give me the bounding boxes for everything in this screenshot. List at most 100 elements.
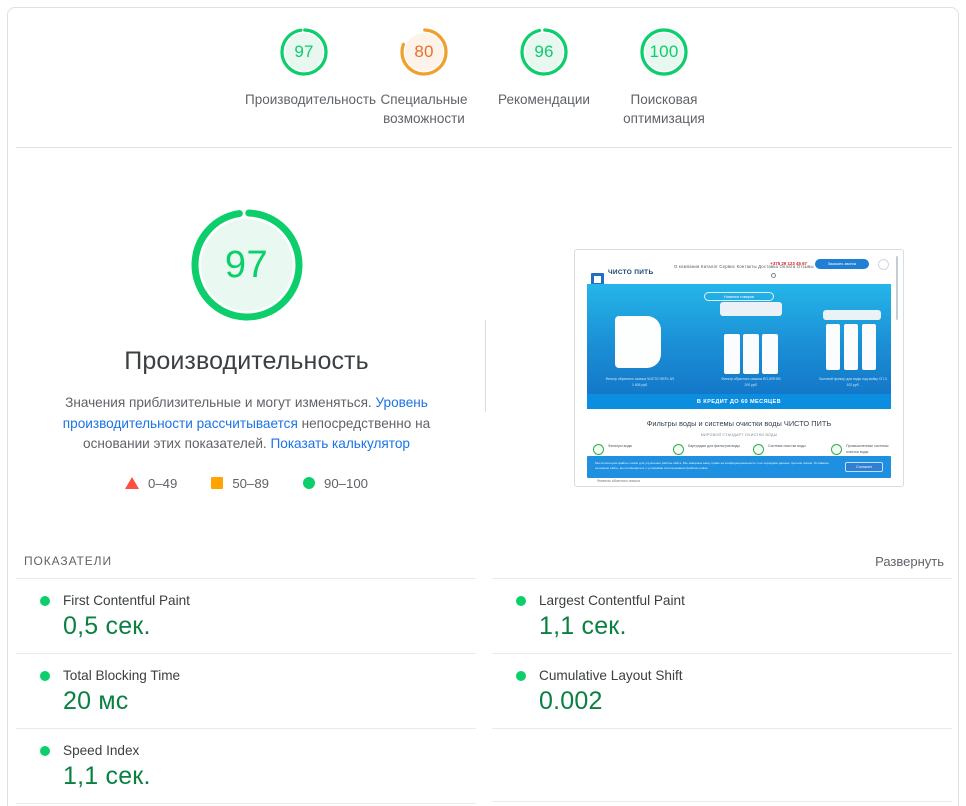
metric-name: Speed Index [63, 743, 140, 758]
thumb-cookie-accept-button: Согласен [845, 462, 883, 472]
thumb-subheading: МИРОВОЙ СТАНДАРТ ОЧИСТКИ ВОДЫ [700, 433, 778, 437]
triangle-icon [124, 477, 139, 489]
industrial-system-icon [831, 444, 842, 455]
metric-value: 0.002 [539, 687, 603, 715]
screenshot-column: ЧИСТО ПИТЬ МИРОВОЙ СТАНДАРТ О компании К… [485, 148, 960, 544]
brand-logo-icon [591, 272, 604, 286]
category-performance[interactable]: 97 Производительность [244, 26, 377, 109]
metrics-section-title: ПОКАЗАТЕЛИ [24, 554, 112, 568]
best-practices-mini-score: 96 [534, 42, 554, 61]
best-practices-mini-gauge: 96 [518, 26, 570, 78]
metric-name: Largest Contentful Paint [539, 593, 685, 608]
purification-system-icon [753, 444, 764, 455]
report-card: 97 Производительность 80 Специальные воз… [7, 7, 959, 806]
seo-mini-label: Поисковая оптимизация [623, 92, 705, 126]
description-part-2: непосредственно на основании этих показа… [83, 415, 431, 452]
performance-gauge: 97 [187, 205, 307, 325]
metric-row[interactable]: First Contentful Paint 0,5 сек. [16, 578, 476, 653]
water-filter-icon [593, 444, 604, 455]
performance-description: Значения приблизительные и могут изменят… [47, 393, 447, 455]
thumb-product-3 [823, 310, 881, 370]
category-best-practices[interactable]: 96 Рекомендации [484, 26, 604, 109]
page-screenshot-thumbnail[interactable]: ЧИСТО ПИТЬ МИРОВОЙ СТАНДАРТ О компании К… [574, 249, 904, 487]
legend-item-average: 50–89 [211, 476, 269, 491]
thumb-feature-2: Картриджи для фильтров воды [673, 444, 743, 455]
metrics-column-right: Largest Contentful Paint 1,1 сек. Cumula… [492, 578, 952, 804]
description-part-1: Значения приблизительные и могут изменят… [65, 395, 376, 410]
metric-row[interactable]: Cumulative Layout Shift 0.002 [492, 653, 952, 728]
metrics-empty-slot [492, 728, 952, 801]
status-dot-icon [40, 595, 50, 606]
thumbnail-inner: ЧИСТО ПИТЬ МИРОВОЙ СТАНДАРТ О компании К… [579, 254, 899, 482]
metric-name: Cumulative Layout Shift [539, 668, 683, 683]
category-seo[interactable]: 100 Поисковая оптимизация [604, 26, 724, 128]
thumb-product-1 [615, 316, 661, 368]
category-summary-strip: 97 Производительность 80 Специальные воз… [8, 8, 960, 146]
best-practices-mini-label: Рекомендации [498, 92, 590, 107]
thumb-logo-text: ЧИСТО ПИТЬ [608, 269, 654, 276]
seo-mini-score: 100 [649, 42, 679, 61]
legend-item-poor: 0–49 [124, 476, 177, 491]
hero-section: 97 Производительность Значения приблизит… [8, 148, 960, 544]
thumb-heading: Фильтры воды и системы очистки воды ЧИСТ… [646, 419, 832, 428]
metric-row[interactable]: Total Blocking Time 20 мс [16, 653, 476, 728]
square-icon [211, 477, 224, 489]
status-dot-icon [516, 595, 526, 606]
metrics-grid: First Contentful Paint 0,5 сек. Total Bl… [8, 578, 960, 804]
status-dot-icon [516, 670, 526, 681]
hero-vertical-divider [485, 320, 486, 412]
thumb-nav: О компании Каталог Сервис Контакты Доста… [674, 264, 814, 269]
page-title: Производительность [124, 347, 369, 375]
thumb-credit-banner: В КРЕДИТ ДО 60 МЕСЯЦЕВ [587, 394, 891, 409]
thumb-feature-1: Фильтры воды [593, 444, 663, 455]
expand-metrics-button[interactable]: Развернуть [875, 553, 944, 569]
thumb-site-header: ЧИСТО ПИТЬ МИРОВОЙ СТАНДАРТ О компании К… [579, 254, 899, 293]
thumb-phone: +375 29 123 45 67 [770, 261, 807, 266]
thumb-price-3: Бытовой фильтр для воды под мойку СП-3 10… [819, 377, 887, 387]
metric-name: First Contentful Paint [63, 593, 190, 608]
thumb-feature-3: Система очистки воды [753, 444, 823, 455]
score-legend: 0–49 50–89 90–100 [124, 476, 368, 491]
legend-range-average: 50–89 [232, 475, 269, 491]
metrics-section: ПОКАЗАТЕЛИ Развернуть First Contentful P… [8, 544, 960, 804]
metric-row[interactable]: Largest Contentful Paint 1,1 сек. [492, 578, 952, 653]
thumb-account-icon [878, 259, 889, 270]
performance-mini-gauge: 97 [278, 26, 330, 78]
thumb-feature-4: Промышленные системы очистки воды [831, 444, 899, 455]
performance-gauge-column: 97 Производительность Значения приблизит… [8, 148, 485, 544]
thumb-cookie-banner: Мы используем файлы cookie для улучшения… [587, 456, 891, 478]
legend-range-good: 90–100 [324, 475, 369, 491]
thumb-price-2: Фильтр обратного осмоса RO-5/ПН50 200 руб… [721, 377, 781, 387]
metrics-header: ПОКАЗАТЕЛИ Развернуть [8, 544, 960, 578]
show-calculator-link[interactable]: Показать калькулятор [270, 436, 410, 451]
circle-icon [303, 477, 315, 489]
metric-value: 1,1 сек. [63, 762, 151, 790]
thumb-callback-button: Заказать звонок [815, 259, 869, 269]
status-dot-icon [40, 745, 50, 756]
cartridge-icon [673, 444, 684, 455]
metric-row[interactable]: Speed Index 1,1 сек. [16, 728, 476, 803]
metric-value: 20 мс [63, 687, 129, 715]
metrics-bottom-rule [16, 803, 476, 804]
performance-calc-link[interactable]: Уровень производительности рассчитываетс… [62, 395, 428, 431]
performance-mini-score: 97 [294, 42, 314, 61]
metric-value: 1,1 сек. [539, 612, 627, 640]
search-icon [771, 273, 776, 278]
thumb-price-1: Фильтр обратного осмоса ЧИСТО ПИТЬ 5/1 1 … [605, 377, 675, 387]
thumb-scrollbar [896, 256, 898, 320]
metric-name: Total Blocking Time [63, 668, 181, 683]
legend-item-good: 90–100 [303, 476, 368, 491]
performance-mini-label: Производительность [245, 92, 377, 107]
status-dot-icon [40, 670, 50, 681]
metrics-bottom-rule [492, 801, 952, 802]
category-accessibility[interactable]: 80 Специальные возможности [364, 26, 484, 128]
accessibility-mini-gauge: 80 [398, 26, 450, 78]
accessibility-mini-score: 80 [414, 42, 434, 61]
thumb-cookie-text: Мы используем файлы cookie для улучшения… [595, 461, 829, 470]
thumb-list-2: Фильтры обратного осмоса [597, 479, 640, 482]
thumb-product-2 [720, 302, 782, 374]
performance-score: 97 [224, 243, 269, 286]
thumb-hero-pill: Новинки товаров [704, 292, 774, 301]
metric-value: 0,5 сек. [63, 612, 151, 640]
